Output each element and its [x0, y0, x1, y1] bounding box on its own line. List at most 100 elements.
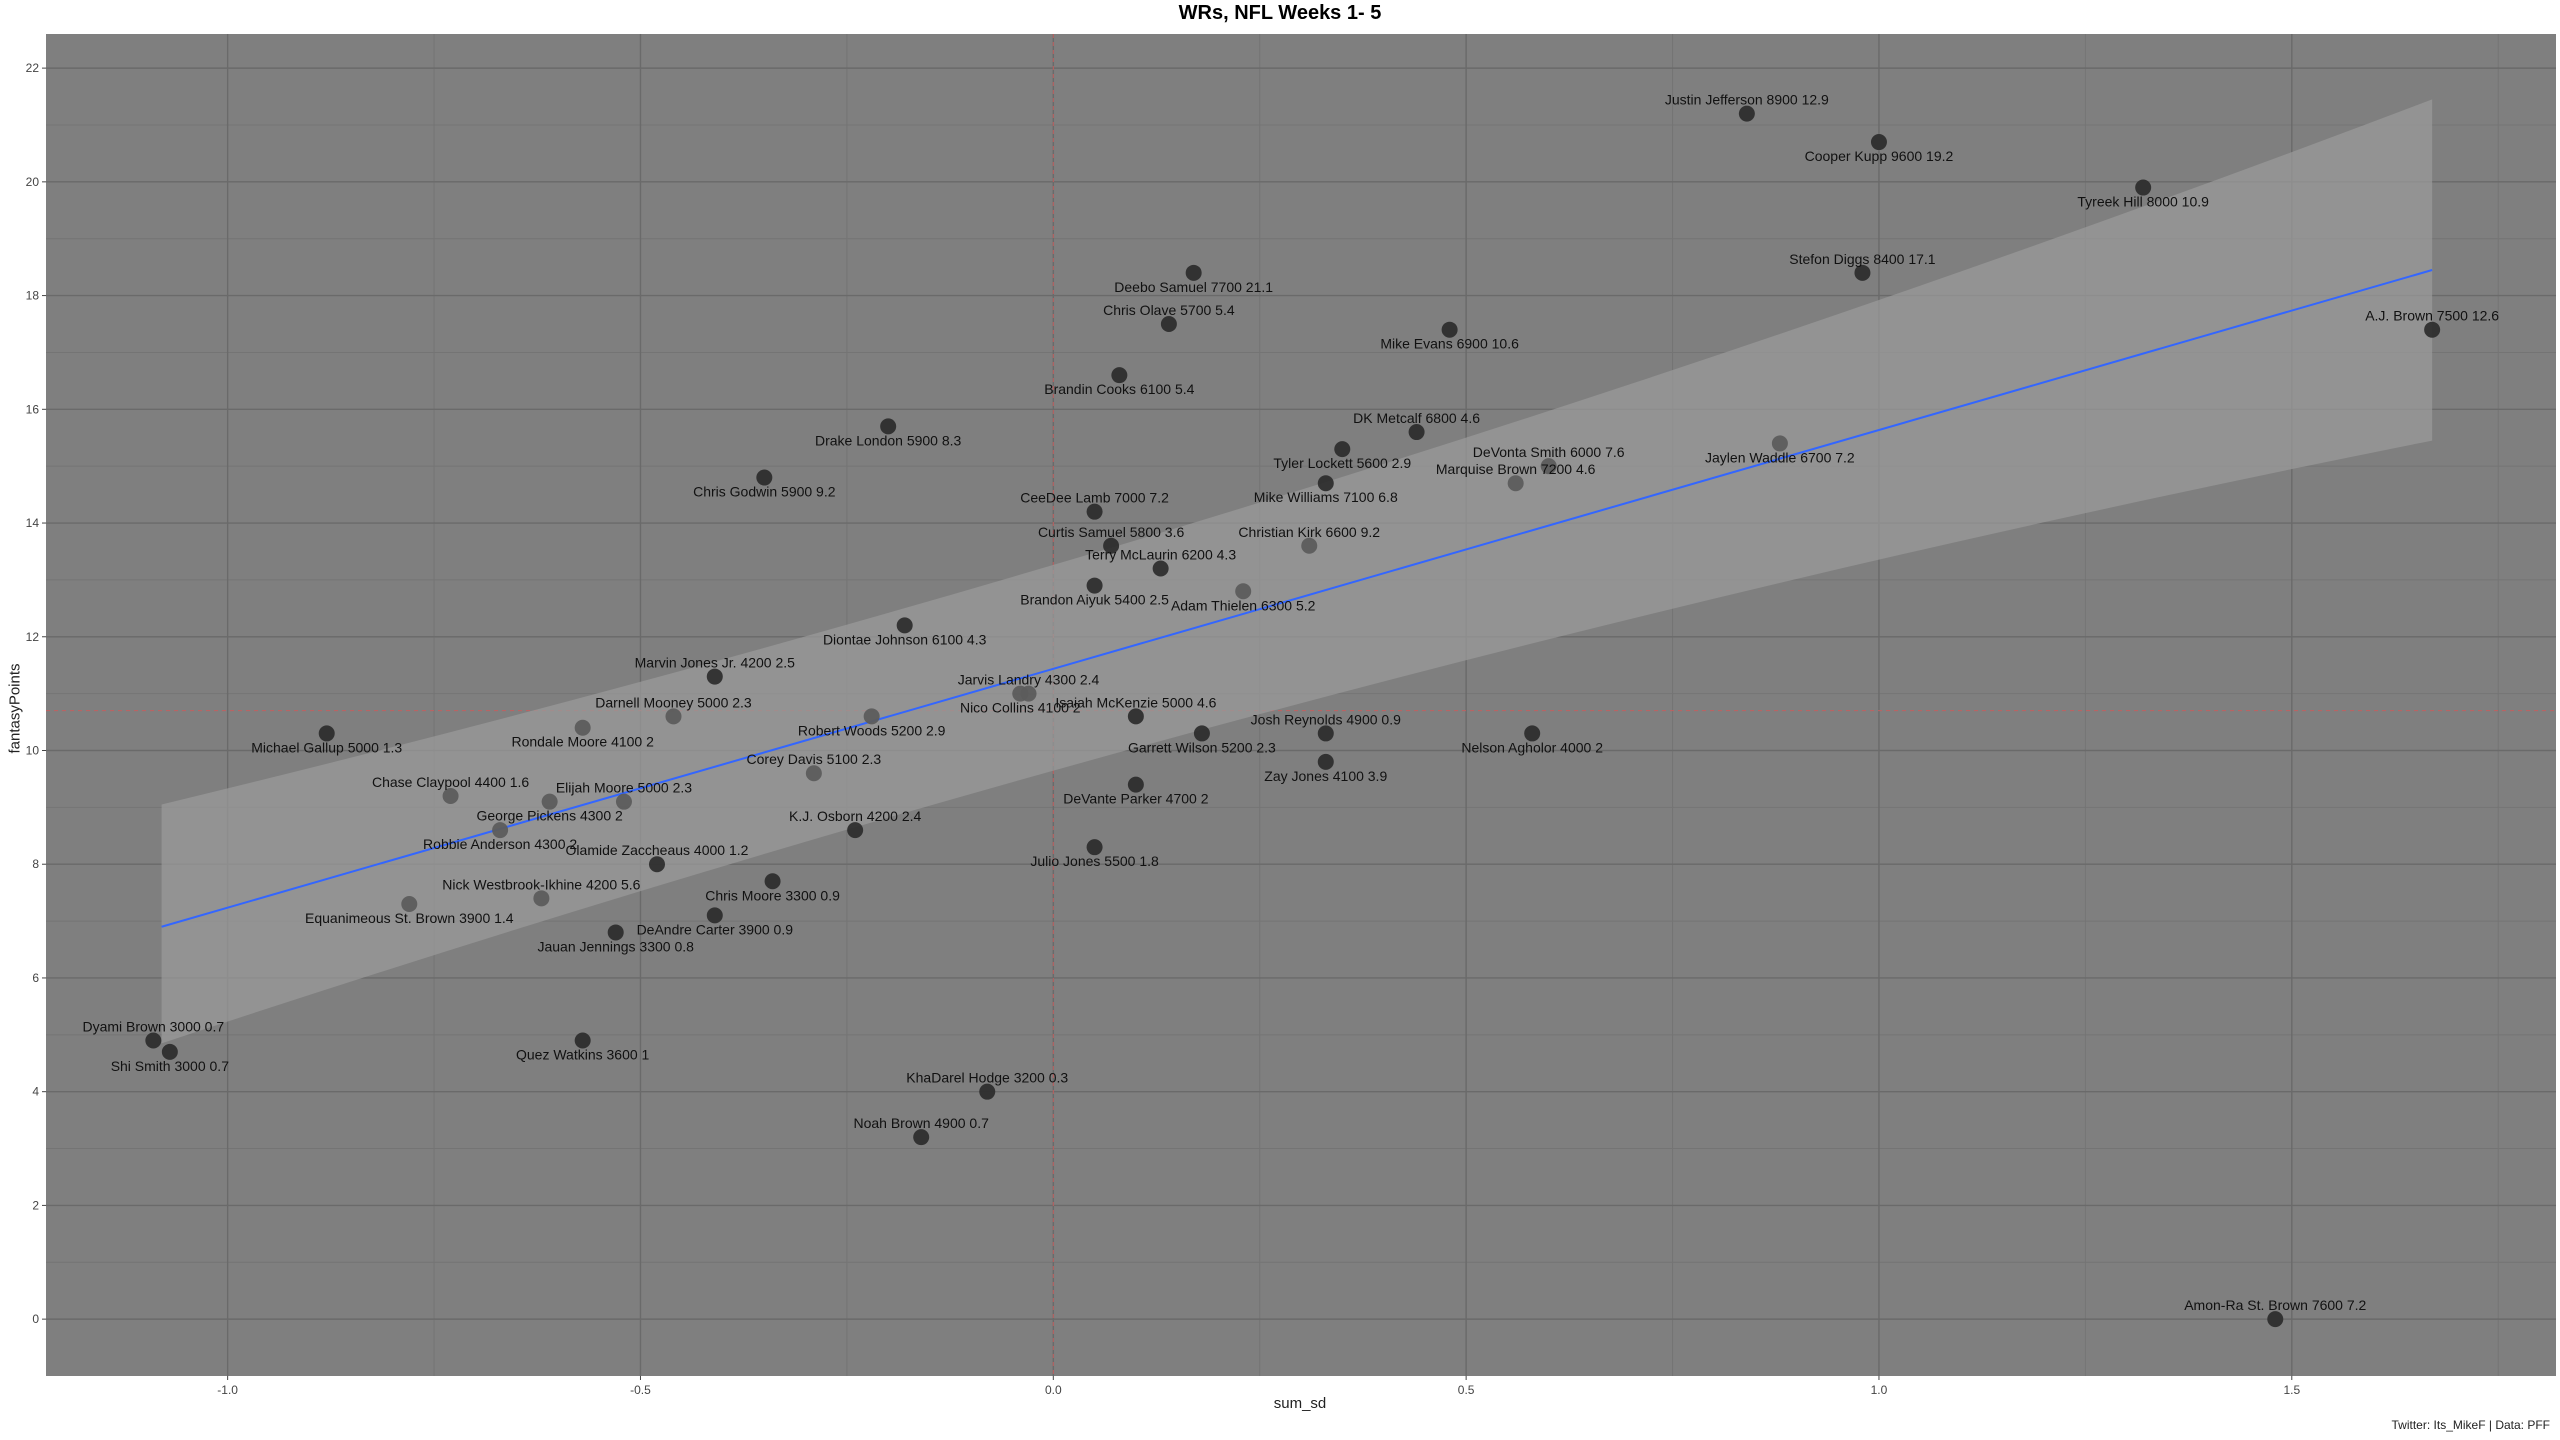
- data-point: [615, 793, 632, 810]
- regression-line: [161, 269, 2433, 928]
- y-axis-ticks: 0 2 4 6 8 10 12 14 16 18 20 22: [26, 61, 46, 1326]
- point-label: Diontae Johnson 6100 4.3: [823, 631, 987, 647]
- data-point: [1235, 583, 1252, 600]
- point-label: DeVonta Smith 6000 7.6: [1473, 444, 1625, 460]
- data-point: [145, 1032, 162, 1049]
- point-label: Jauan Jennings 3300 0.8: [537, 938, 694, 954]
- data-point: [1086, 577, 1103, 594]
- data-point: [847, 822, 864, 839]
- data-point: [1193, 725, 1210, 742]
- data-point: [1103, 537, 1120, 554]
- y-tick-label: 8: [32, 857, 39, 871]
- data-point: [1012, 685, 1029, 702]
- data-point: [1185, 264, 1202, 281]
- point-label: Garrett Wilson 5200 2.3: [1128, 739, 1276, 755]
- point-label: Justin Jefferson 8900 12.9: [1665, 92, 1829, 108]
- point-label: Dyami Brown 3000 0.7: [83, 1019, 225, 1035]
- data-point: [442, 787, 459, 804]
- data-point: [1507, 475, 1524, 492]
- y-tick-label: 10: [26, 743, 40, 757]
- data-point: [863, 708, 880, 725]
- point-label: Elijah Moore 5000 2.3: [556, 780, 692, 796]
- data-point: [2267, 1311, 2284, 1328]
- point-label: Shi Smith 3000 0.7: [111, 1058, 230, 1074]
- data-point: [1524, 725, 1541, 742]
- point-label: Marvin Jones Jr. 4200 2.5: [635, 655, 796, 671]
- chart-title: WRs, NFL Weeks 1- 5: [1178, 2, 1382, 24]
- x-axis-label: sum_sd: [1273, 1395, 1327, 1412]
- point-label: Marquise Brown 7200 4.6: [1436, 461, 1596, 477]
- data-point: [648, 856, 665, 873]
- point-label: Julio Jones 5500 1.8: [1030, 853, 1159, 869]
- point-label: Brandin Cooks 6100 5.4: [1044, 381, 1194, 397]
- source-caption: Twitter: Its_MikeF | Data: PFF: [2391, 1418, 2550, 1432]
- data-point: [1408, 424, 1425, 441]
- y-tick-label: 20: [26, 175, 40, 189]
- point-label: Adam Thielen 6300 5.2: [1171, 597, 1316, 613]
- data-point: [880, 418, 897, 435]
- data-point: [401, 896, 418, 913]
- point-label: Jarvis Landry 4300 2.4: [958, 672, 1100, 688]
- point-label: K.J. Osborn 4200 2.4: [789, 808, 922, 824]
- point-label: DeVante Parker 4700 2: [1063, 791, 1208, 807]
- y-tick-label: 22: [26, 61, 40, 75]
- point-label: Darnell Mooney 5000 2.3: [595, 694, 752, 710]
- point-label: Curtis Samuel 5800 3.6: [1038, 524, 1185, 540]
- y-tick-label: 2: [32, 1198, 39, 1212]
- data-point: [896, 617, 913, 634]
- data-point: [706, 907, 723, 924]
- x-tick-label: 1.0: [1871, 1383, 1888, 1397]
- data-point: [706, 668, 723, 685]
- point-label: Tyreek Hill 8000 10.9: [2077, 194, 2209, 210]
- point-label: Isaiah McKenzie 5000 4.6: [1055, 694, 1216, 710]
- point-label: Terry McLaurin 6200 4.3: [1085, 547, 1236, 563]
- x-tick-label: 0.5: [1458, 1383, 1475, 1397]
- data-point: [1540, 458, 1557, 475]
- data-point: [805, 765, 822, 782]
- data-point: [533, 890, 550, 907]
- data-point: [574, 719, 591, 736]
- x-tick-label: 1.5: [2283, 1383, 2300, 1397]
- point-label: Nick Westbrook-Ikhine 4200 5.6: [442, 876, 640, 892]
- point-label: Deebo Samuel 7700 21.1: [1114, 279, 1273, 295]
- data-point: [756, 469, 773, 486]
- point-label: Chris Olave 5700 5.4: [1103, 302, 1235, 318]
- point-label: Mike Williams 7100 6.8: [1254, 489, 1398, 505]
- data-point: [1317, 475, 1334, 492]
- data-point: [1127, 708, 1144, 725]
- data-point: [913, 1129, 930, 1146]
- point-label: Zay Jones 4100 3.9: [1264, 768, 1387, 784]
- point-label: Equanimeous St. Brown 3900 1.4: [305, 910, 514, 926]
- data-point: [492, 822, 509, 839]
- data-point: [1441, 321, 1458, 338]
- point-label: KhaDarel Hodge 3200 0.3: [906, 1070, 1068, 1086]
- y-tick-label: 18: [26, 289, 40, 303]
- data-point: [1152, 560, 1169, 577]
- point-label: DK Metcalf 6800 4.6: [1353, 410, 1480, 426]
- data-point: [764, 873, 781, 890]
- data-point: [1086, 503, 1103, 520]
- y-tick-label: 12: [26, 630, 40, 644]
- y-tick-label: 14: [26, 516, 40, 530]
- data-point: [574, 1032, 591, 1049]
- data-point: [1317, 753, 1334, 770]
- point-label: Cooper Kupp 9600 19.2: [1805, 148, 1954, 164]
- point-label: Chris Godwin 5900 9.2: [693, 484, 836, 500]
- point-label: Mike Evans 6900 10.6: [1380, 336, 1519, 352]
- x-tick-label: 0.0: [1045, 1383, 1062, 1397]
- data-point: [1771, 435, 1788, 452]
- point-label: Christian Kirk 6600 9.2: [1238, 524, 1380, 540]
- point-label: Corey Davis 5100 2.3: [747, 751, 882, 767]
- data-point: [1870, 134, 1887, 151]
- data-point: [2135, 179, 2152, 196]
- point-label: Chris Moore 3300 0.9: [705, 887, 840, 903]
- reference-lines: [46, 34, 2556, 1376]
- point-label: DeAndre Carter 3900 0.9: [637, 921, 794, 937]
- y-tick-label: 4: [32, 1085, 39, 1099]
- point-label: Tyler Lockett 5600 2.9: [1273, 455, 1411, 471]
- data-point: [1317, 725, 1334, 742]
- point-label: George Pickens 4300 2: [476, 808, 623, 824]
- point-label: Jaylen Waddle 6700 7.2: [1705, 449, 1855, 465]
- data-point: [1086, 839, 1103, 856]
- data-point: [541, 793, 558, 810]
